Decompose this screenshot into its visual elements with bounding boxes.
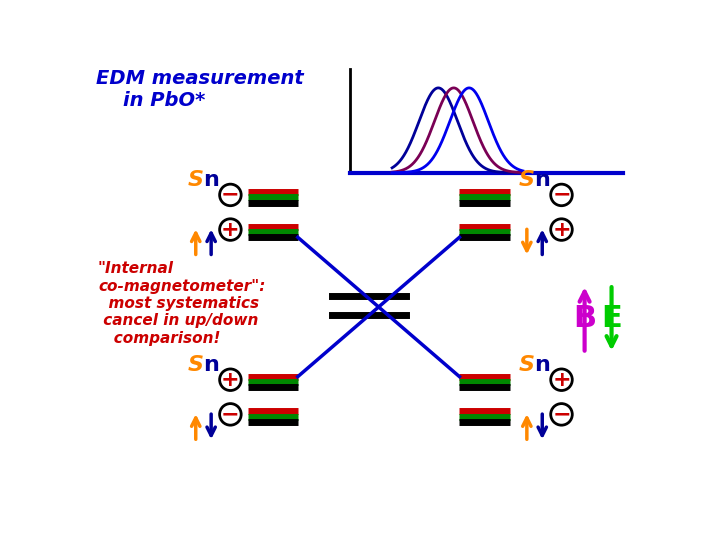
Text: n: n bbox=[203, 170, 219, 190]
Text: n: n bbox=[534, 170, 550, 190]
Text: −: − bbox=[221, 404, 240, 424]
Text: B: B bbox=[573, 305, 596, 333]
Text: +: + bbox=[221, 220, 240, 240]
Text: +: + bbox=[221, 370, 240, 390]
Text: S: S bbox=[519, 170, 535, 190]
Text: +: + bbox=[552, 220, 571, 240]
Text: S: S bbox=[188, 170, 204, 190]
Text: +: + bbox=[552, 370, 571, 390]
Text: −: − bbox=[552, 185, 571, 205]
Text: S: S bbox=[188, 355, 204, 375]
Text: "Internal
co-magnetometer":
  most systematics
 cancel in up/down
   comparison!: "Internal co-magnetometer": most systema… bbox=[98, 261, 266, 346]
Text: S: S bbox=[519, 355, 535, 375]
Text: n: n bbox=[203, 355, 219, 375]
Text: −: − bbox=[221, 185, 240, 205]
Text: EDM measurement
    in PbO*: EDM measurement in PbO* bbox=[96, 69, 303, 110]
Text: −: − bbox=[552, 404, 571, 424]
Text: n: n bbox=[534, 355, 550, 375]
Text: E: E bbox=[601, 305, 622, 333]
